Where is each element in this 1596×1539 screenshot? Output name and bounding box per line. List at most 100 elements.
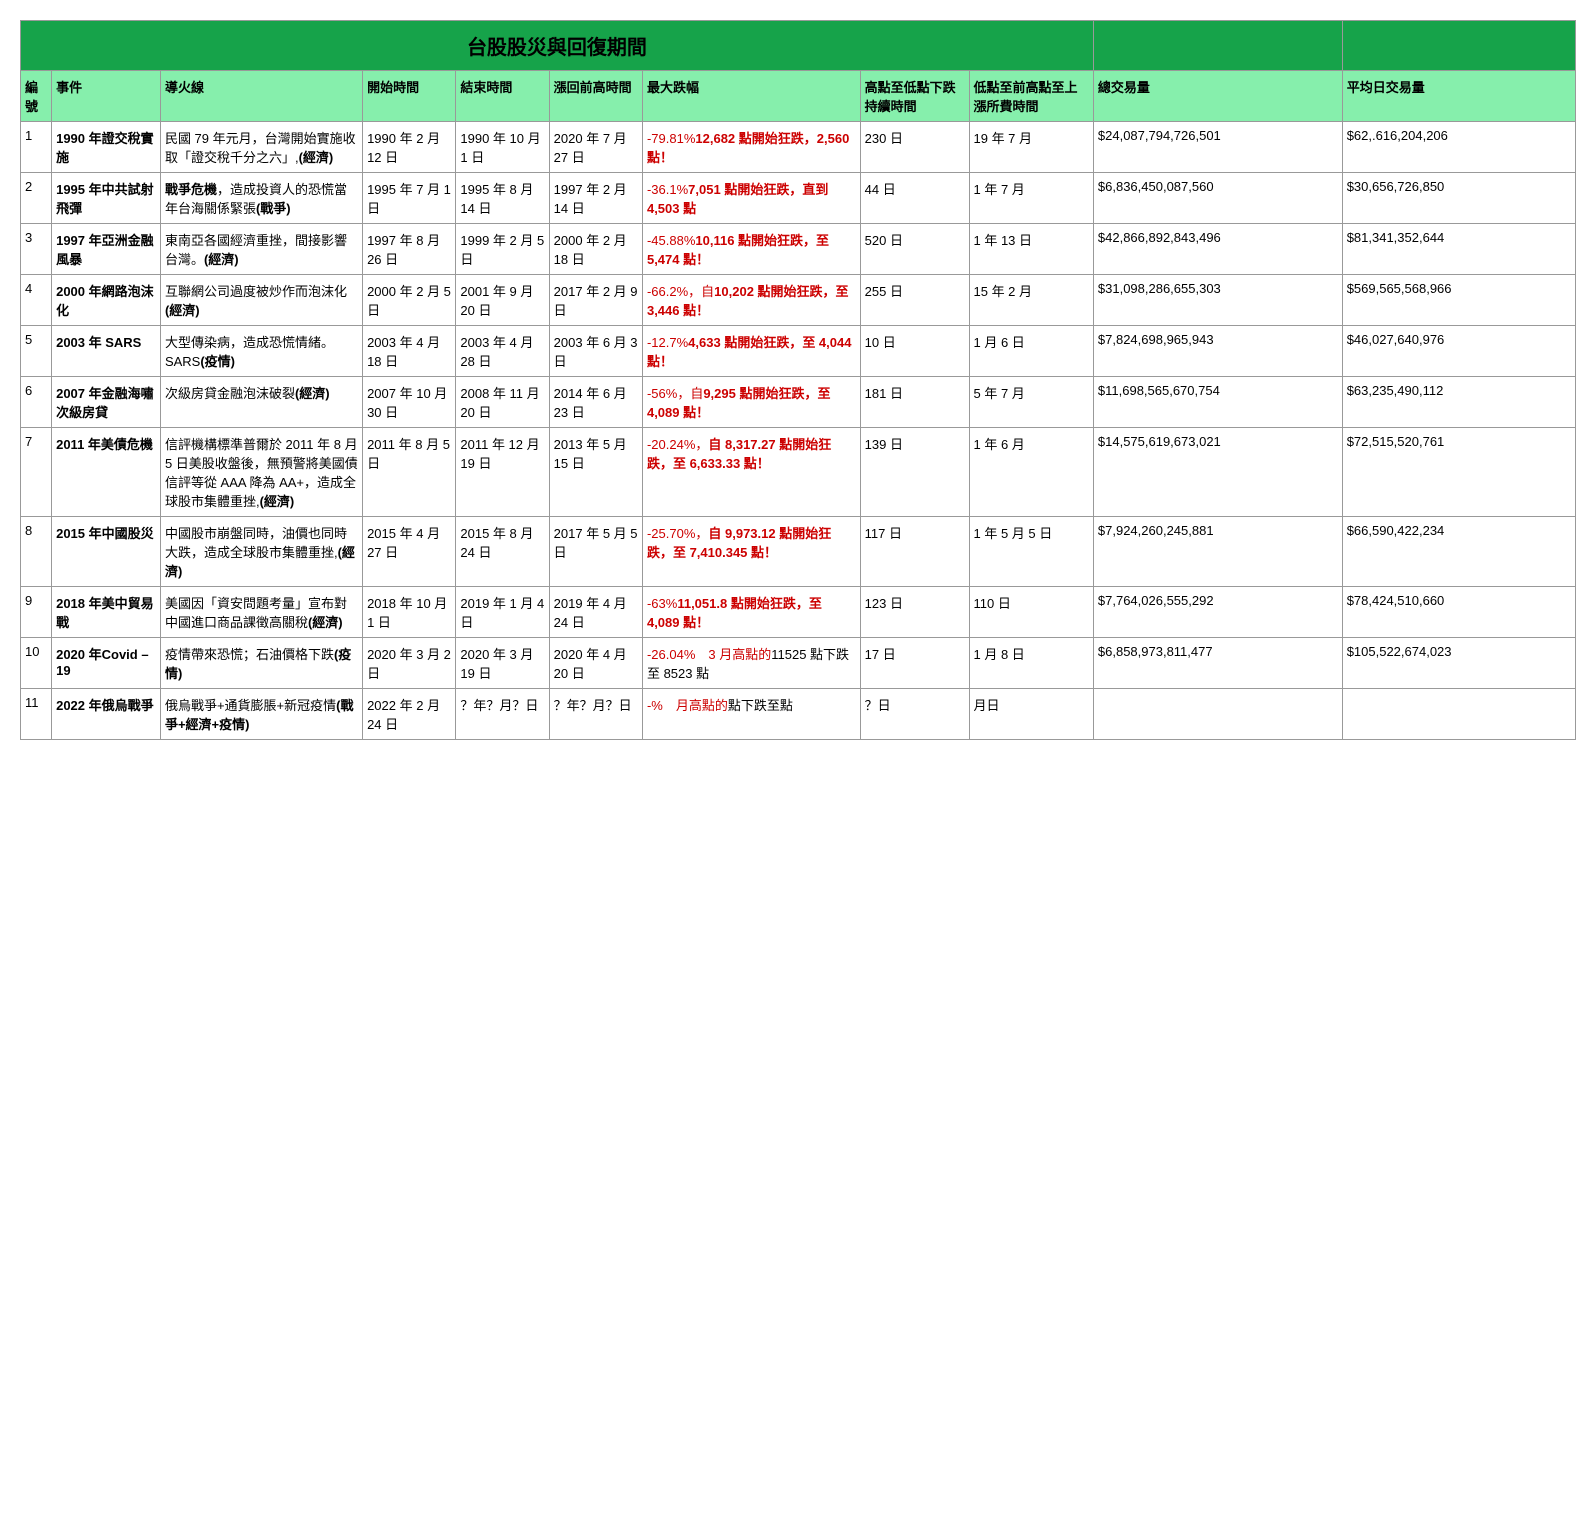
cell-event: 1997 年亞洲金融風暴 — [52, 224, 161, 275]
cell-trigger: 民國 79 年元月，台灣開始實施收取「證交稅千分之六」,(經濟) — [160, 122, 362, 173]
cell-trigger: 信評機構標準普爾於 2011 年 8 月 5 日美股收盤後，無預警將美國債信評等… — [160, 428, 362, 517]
cell-start: 2007 年 10 月 30 日 — [363, 377, 456, 428]
cell-maxdrop: -20.24%，自 8,317.27 點開始狂跌，至 6,633.33 點！ — [642, 428, 860, 517]
cell-num: 2 — [21, 173, 52, 224]
cell-avg-vol: $569,565,568,966 — [1342, 275, 1575, 326]
cell-dur-recover: 110 日 — [969, 587, 1093, 638]
cell-avg-vol: $62,.616,204,206 — [1342, 122, 1575, 173]
cell-maxdrop: -63%11,051.8 點開始狂跌，至 4,089 點！ — [642, 587, 860, 638]
cell-total-vol: $24,087,794,726,501 — [1093, 122, 1342, 173]
cell-total-vol: $42,866,892,843,496 — [1093, 224, 1342, 275]
title-blank — [1093, 21, 1342, 71]
col-num: 編號 — [21, 71, 52, 122]
cell-trigger: 俄烏戰爭+通貨膨脹+新冠疫情(戰爭+經濟+疫情) — [160, 689, 362, 740]
cell-dur-fall: ？日 — [860, 689, 969, 740]
cell-total-vol: $7,924,260,245,881 — [1093, 517, 1342, 587]
cell-recover: 2003 年 6 月 3 日 — [549, 326, 642, 377]
cell-recover: 2020 年 4 月 20 日 — [549, 638, 642, 689]
cell-trigger: 戰爭危機，造成投資人的恐慌當年台海關係緊張(戰爭) — [160, 173, 362, 224]
cell-dur-recover: 1 年 13 日 — [969, 224, 1093, 275]
table-row: 102020 年Covid –19疫情帶來恐慌；石油價格下跌(疫情)2020 年… — [21, 638, 1576, 689]
cell-dur-recover: 1 月 6 日 — [969, 326, 1093, 377]
cell-end: 2003 年 4 月 28 日 — [456, 326, 549, 377]
table-row: 21995 年中共試射飛彈戰爭危機，造成投資人的恐慌當年台海關係緊張(戰爭)19… — [21, 173, 1576, 224]
cell-end: 2015 年 8 月 24 日 — [456, 517, 549, 587]
cell-dur-recover: 5 年 7 月 — [969, 377, 1093, 428]
cell-total-vol: $6,836,450,087,560 — [1093, 173, 1342, 224]
cell-avg-vol: $105,522,674,023 — [1342, 638, 1575, 689]
col-durfall: 高點至低點下跌持續時間 — [860, 71, 969, 122]
cell-end: 1995 年 8 月 14 日 — [456, 173, 549, 224]
cell-dur-recover: 19 年 7 月 — [969, 122, 1093, 173]
cell-start: 1997 年 8 月 26 日 — [363, 224, 456, 275]
cell-dur-recover: 月日 — [969, 689, 1093, 740]
cell-end: 1999 年 2 月 5 日 — [456, 224, 549, 275]
cell-maxdrop: -45.88%10,116 點開始狂跌，至 5,474 點！ — [642, 224, 860, 275]
cell-num: 11 — [21, 689, 52, 740]
table-row: 82015 年中國股災中國股市崩盤同時，油價也同時大跌，造成全球股市集體重挫,(… — [21, 517, 1576, 587]
table-row: 52003 年 SARS大型傳染病，造成恐慌情緒。 SARS(疫情)2003 年… — [21, 326, 1576, 377]
cell-recover: 2013 年 5 月 15 日 — [549, 428, 642, 517]
col-event: 事件 — [52, 71, 161, 122]
cell-recover: 2000 年 2 月 18 日 — [549, 224, 642, 275]
cell-dur-recover: 1 月 8 日 — [969, 638, 1093, 689]
col-trigger: 導火線 — [160, 71, 362, 122]
cell-num: 4 — [21, 275, 52, 326]
cell-num: 10 — [21, 638, 52, 689]
cell-maxdrop: -79.81%12,682 點開始狂跌，2,560 點！ — [642, 122, 860, 173]
cell-end: 1990 年 10 月 1 日 — [456, 122, 549, 173]
table-row: 31997 年亞洲金融風暴東南亞各國經濟重挫，間接影響台灣。(經濟)1997 年… — [21, 224, 1576, 275]
cell-dur-fall: 230 日 — [860, 122, 969, 173]
cell-maxdrop: -12.7%4,633 點開始狂跌，至 4,044 點！ — [642, 326, 860, 377]
cell-start: 1990 年 2 月 12 日 — [363, 122, 456, 173]
cell-end: 2008 年 11 月 20 日 — [456, 377, 549, 428]
cell-end: 2020 年 3 月 19 日 — [456, 638, 549, 689]
cell-recover: ？年？月？日 — [549, 689, 642, 740]
cell-recover: 2014 年 6 月 23 日 — [549, 377, 642, 428]
cell-avg-vol: $63,235,490,112 — [1342, 377, 1575, 428]
cell-trigger: 東南亞各國經濟重挫，間接影響台灣。(經濟) — [160, 224, 362, 275]
cell-recover: 2019 年 4 月 24 日 — [549, 587, 642, 638]
table-row: 92018 年美中貿易戰美國因「資安問題考量」宣布對中國進口商品課徵高關稅(經濟… — [21, 587, 1576, 638]
col-end: 結束時間 — [456, 71, 549, 122]
cell-total-vol — [1093, 689, 1342, 740]
cell-start: 2011 年 8 月 5 日 — [363, 428, 456, 517]
cell-event: 2000 年網路泡沫化 — [52, 275, 161, 326]
cell-num: 3 — [21, 224, 52, 275]
cell-start: 2003 年 4 月 18 日 — [363, 326, 456, 377]
cell-dur-fall: 181 日 — [860, 377, 969, 428]
cell-maxdrop: -25.70%，自 9,973.12 點開始狂跌，至 7,410.345 點！ — [642, 517, 860, 587]
title-row: 台股股災與回復期間 — [21, 21, 1576, 71]
cell-dur-recover: 1 年 6 月 — [969, 428, 1093, 517]
cell-dur-fall: 10 日 — [860, 326, 969, 377]
col-totvol: 總交易量 — [1093, 71, 1342, 122]
cell-dur-fall: 139 日 — [860, 428, 969, 517]
cell-maxdrop: -66.2%，自10,202 點開始狂跌，至 3,446 點！ — [642, 275, 860, 326]
cell-num: 7 — [21, 428, 52, 517]
cell-total-vol: $11,698,565,670,754 — [1093, 377, 1342, 428]
cell-recover: 1997 年 2 月 14 日 — [549, 173, 642, 224]
cell-dur-recover: 15 年 2 月 — [969, 275, 1093, 326]
cell-num: 9 — [21, 587, 52, 638]
crash-table: 台股股災與回復期間 編號 事件 導火線 開始時間 結束時間 漲回前高時間 最大跌… — [20, 20, 1576, 740]
cell-num: 5 — [21, 326, 52, 377]
cell-event: 2011 年美債危機 — [52, 428, 161, 517]
cell-recover: 2017 年 5 月 5 日 — [549, 517, 642, 587]
cell-num: 6 — [21, 377, 52, 428]
cell-start: 1995 年 7 月 1 日 — [363, 173, 456, 224]
cell-dur-fall: 255 日 — [860, 275, 969, 326]
cell-event: 2003 年 SARS — [52, 326, 161, 377]
cell-avg-vol — [1342, 689, 1575, 740]
cell-trigger: 中國股市崩盤同時，油價也同時大跌，造成全球股市集體重挫,(經濟) — [160, 517, 362, 587]
cell-total-vol: $7,824,698,965,943 — [1093, 326, 1342, 377]
cell-trigger: 大型傳染病，造成恐慌情緒。 SARS(疫情) — [160, 326, 362, 377]
cell-dur-fall: 123 日 — [860, 587, 969, 638]
cell-event: 2015 年中國股災 — [52, 517, 161, 587]
cell-start: 2000 年 2 月 5 日 — [363, 275, 456, 326]
cell-avg-vol: $46,027,640,976 — [1342, 326, 1575, 377]
col-recover: 漲回前高時間 — [549, 71, 642, 122]
cell-end: 2001 年 9 月 20 日 — [456, 275, 549, 326]
cell-avg-vol: $72,515,520,761 — [1342, 428, 1575, 517]
cell-recover: 2020 年 7 月 27 日 — [549, 122, 642, 173]
cell-event: 2020 年Covid –19 — [52, 638, 161, 689]
